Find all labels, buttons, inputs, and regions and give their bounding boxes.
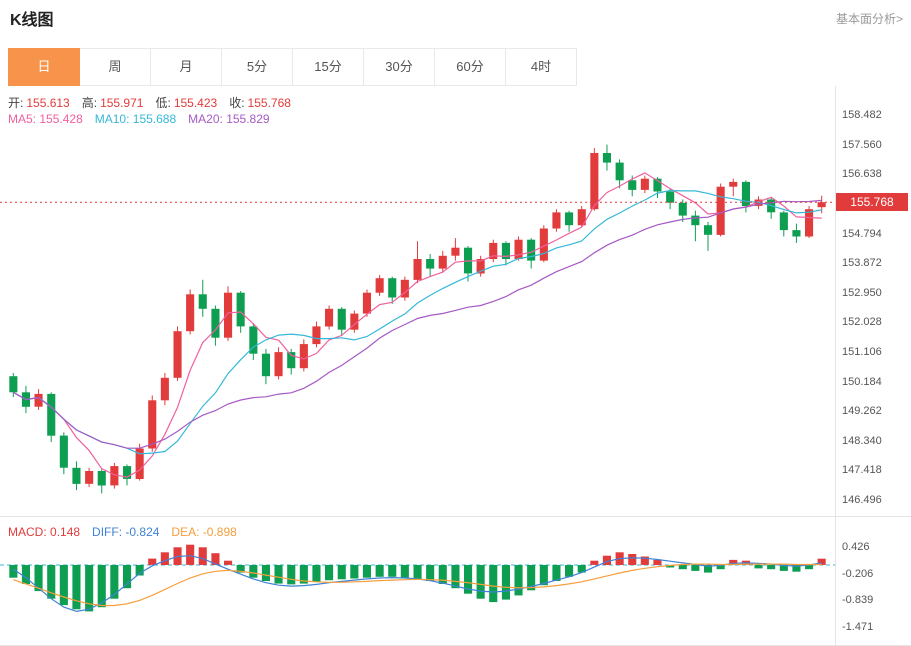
macd-histogram-layer (9, 544, 826, 612)
dea-value-pair: DEA: -0.898 (171, 525, 237, 539)
price-axis-label: 156.638 (842, 168, 882, 181)
period-tab-60分[interactable]: 60分 (434, 48, 506, 86)
macd-value-pair: MACD: 0.148 (8, 525, 81, 539)
close-value: 155.768 (247, 96, 291, 110)
price-axis-label: 149.262 (842, 405, 882, 418)
high-label: 高: (81, 96, 98, 110)
ma20-value: 155.829 (226, 112, 270, 126)
ma-lines-layer (13, 172, 822, 478)
period-tab-月[interactable]: 月 (150, 48, 222, 86)
low-value: 155.423 (173, 96, 218, 110)
macd-axis-label: 0.426 (842, 541, 870, 553)
ohlc-readout: 开: 155.613 高: 155.971 低: 155.423 收: 155.768 (8, 94, 303, 111)
high-value: 155.971 (100, 96, 144, 110)
ma20-label: MA20: 155.829 (188, 112, 270, 126)
macd-axis-label: -0.206 (842, 567, 874, 580)
open-label: 开: (8, 96, 24, 110)
diff-value-pair: DIFF: -0.824 (92, 525, 160, 539)
period-tab-4时[interactable]: 4时 (505, 48, 577, 86)
ma10-value: 155.688 (132, 112, 177, 126)
price-axis-label: 152.028 (842, 316, 882, 329)
ma-readout: MA5: 155.428 MA10: 155.688 MA20: 155.829 (8, 112, 282, 126)
ma5-value: 155.428 (39, 112, 83, 126)
macd-panel: MACD: 0.148 DIFF: -0.824 DEA: -0.898 0.426… (0, 516, 911, 646)
price-axis-label: 158.482 (842, 109, 882, 121)
kline-canvas[interactable] (0, 86, 835, 516)
candlestick-chart-area: 开: 155.613 高: 155.971 低: 155.423 收: 155.768 MA5… (0, 86, 911, 516)
macd-axis-label: -1.471 (842, 621, 874, 633)
dea-line (13, 563, 822, 607)
macd-lines-layer (12, 555, 822, 613)
open-value: 155.613 (26, 96, 70, 110)
period-tab-bar: 日周月 5分 15分 30分 60分 4时 (8, 48, 911, 86)
candles-layer (9, 144, 826, 494)
diff-value: -0.824 (125, 525, 160, 539)
ma10-label: MA10: 155.688 (94, 112, 177, 126)
axis-separator-line (835, 86, 836, 516)
low-label: 低: (155, 96, 171, 110)
close-label: 收: (229, 96, 245, 110)
price-axis-label: 151.106 (842, 345, 882, 358)
price-axis: 158.482157.560156.638155.716154.794153.8… (836, 86, 911, 516)
price-axis-label: 146.496 (842, 494, 882, 506)
macd-axis: 0.426 -0.206 -0.839 -1.471 (836, 517, 911, 645)
price-axis-label: 153.872 (842, 257, 882, 270)
page-title: K线图 (10, 12, 54, 29)
dea-value: -0.898 (202, 525, 237, 539)
page-header: K线图 基本面分析> (0, 0, 911, 48)
ma5-label: MA5: 155.428 (8, 112, 83, 126)
price-axis-label: 152.950 (842, 286, 882, 299)
price-axis-label: 157.560 (842, 138, 882, 151)
macd-axis-label: -0.839 (842, 594, 874, 607)
price-axis-label: 154.794 (842, 227, 882, 240)
period-tab-日[interactable]: 日 (8, 48, 80, 86)
period-tab-30分[interactable]: 30分 (363, 48, 435, 86)
macd-value: 0.148 (50, 525, 81, 539)
axis-separator-line (835, 517, 836, 645)
macd-canvas[interactable] (0, 517, 835, 645)
period-tab-5分[interactable]: 5分 (221, 48, 293, 86)
period-tab-15分[interactable]: 15分 (292, 48, 364, 86)
last-price-tag: 155.768 (836, 193, 908, 212)
macd-readout: MACD: 0.148 DIFF: -0.824 DEA: -0.898 (8, 525, 249, 539)
price-axis-label: 147.418 (842, 464, 882, 477)
fundamental-analysis-link[interactable]: 基本面分析> (835, 12, 903, 26)
price-axis-label: 148.340 (842, 434, 882, 447)
period-tab-周[interactable]: 周 (79, 48, 151, 86)
price-axis-label: 150.184 (842, 375, 882, 388)
